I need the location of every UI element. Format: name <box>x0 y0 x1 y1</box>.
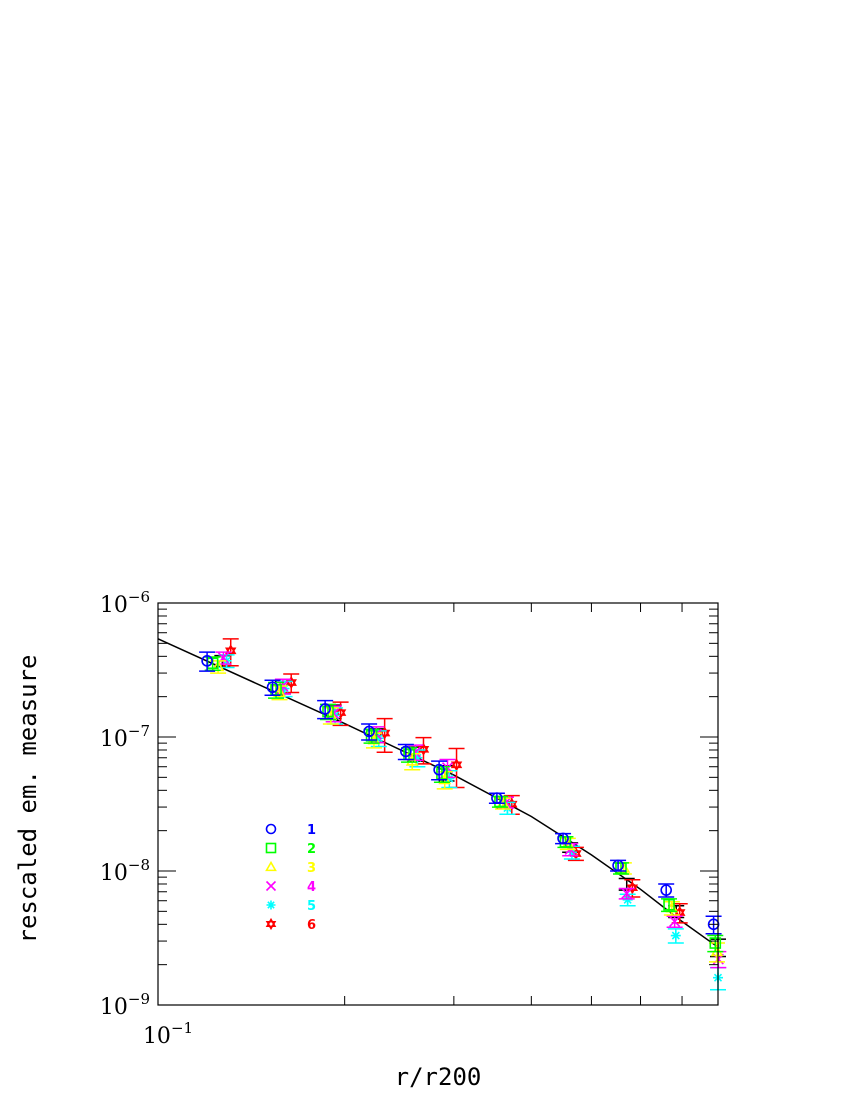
series-5 <box>218 654 726 991</box>
data-point <box>431 760 448 781</box>
y-tick-label: 10−7 <box>100 722 150 752</box>
circle-marker <box>363 725 375 738</box>
data-point <box>658 883 675 898</box>
circle-marker <box>400 745 412 758</box>
data-point <box>491 795 508 808</box>
legend-item-3: 3 <box>265 860 316 876</box>
triangle-marker <box>265 860 277 872</box>
data-point <box>199 651 216 672</box>
model-fit-layer <box>157 638 726 958</box>
legend-item-5: 5 <box>266 899 316 914</box>
legend-label: 6 <box>307 918 316 933</box>
star-marker <box>265 920 277 931</box>
plot-frame <box>157 602 719 1006</box>
legend-item-2: 2 <box>265 842 316 857</box>
star-marker <box>673 909 686 920</box>
star-marker <box>334 709 347 720</box>
square-marker <box>265 842 277 854</box>
legend-label: 1 <box>307 823 316 838</box>
square-marker <box>494 795 506 808</box>
y-tick-label: 10−6 <box>100 588 150 618</box>
axis-tick-labels: 10−6 10−7 10−8 10−910−1 <box>100 588 193 1049</box>
legend-label: 3 <box>307 861 316 876</box>
data-series-layer <box>199 638 727 991</box>
y-axis-label: rescaled em. measure <box>14 655 42 944</box>
data-point <box>612 862 629 875</box>
circle-marker <box>319 703 331 715</box>
legend-label: 4 <box>307 880 316 895</box>
data-point <box>317 699 334 720</box>
data-point <box>619 893 636 907</box>
data-point <box>264 679 281 696</box>
square-marker <box>615 862 627 874</box>
star-marker <box>378 726 391 737</box>
asterisk-marker <box>670 930 681 941</box>
legend-item-1: 1 <box>265 823 316 838</box>
y-tick-label: 10−8 <box>100 856 150 886</box>
circle-marker <box>433 763 445 776</box>
data-point <box>667 928 684 944</box>
axis-ticks <box>157 602 719 1006</box>
y-tick-label: 10−9 <box>100 990 150 1020</box>
model-fit-line <box>157 638 719 948</box>
data-point <box>708 942 725 963</box>
data-point <box>555 832 572 845</box>
asterisk-marker <box>412 752 423 763</box>
asterisk-marker <box>373 733 384 744</box>
circle-marker <box>265 823 277 835</box>
star-marker <box>450 758 463 769</box>
triangle-marker <box>273 685 286 698</box>
data-point <box>661 898 678 913</box>
series-3 <box>210 660 725 963</box>
square-marker <box>322 705 334 718</box>
square-marker <box>663 898 675 911</box>
x-tick-label: 10−1 <box>143 1019 193 1049</box>
star-marker <box>334 706 347 716</box>
asterisk-marker <box>444 773 455 784</box>
data-point <box>610 859 627 872</box>
legend-item-6: 6 <box>265 917 316 933</box>
data-point <box>488 792 505 805</box>
legend-label: 2 <box>307 842 316 857</box>
legend-label: 5 <box>307 899 316 914</box>
circle-marker <box>660 884 672 896</box>
data-point <box>707 934 724 953</box>
x-marker <box>265 880 277 892</box>
x-marker <box>621 887 633 900</box>
star-marker <box>265 917 277 928</box>
legend: 1 2 3 4 5 6 <box>265 823 316 933</box>
star-marker <box>285 679 297 690</box>
x-axis-label: r/r200 <box>395 1063 482 1091</box>
data-point <box>705 915 722 935</box>
star-marker <box>450 761 463 772</box>
series-1 <box>199 651 722 935</box>
star-marker <box>224 644 237 655</box>
legend-item-4: 4 <box>265 880 316 895</box>
asterisk-marker <box>566 847 577 858</box>
asterisk-marker <box>266 900 276 910</box>
square-marker <box>709 937 722 949</box>
circle-marker <box>491 792 503 804</box>
circle-marker <box>557 832 569 845</box>
series-2 <box>204 656 724 953</box>
data-point <box>618 887 635 900</box>
circle-marker <box>612 859 624 872</box>
star-marker <box>417 742 430 753</box>
asterisk-marker <box>622 894 633 905</box>
star-marker <box>626 881 639 892</box>
data-point <box>361 723 378 741</box>
data-point <box>271 685 288 701</box>
circle-marker <box>266 681 279 694</box>
data-point <box>397 743 414 761</box>
data-point <box>666 915 683 929</box>
x-marker <box>669 915 681 928</box>
circle-marker <box>201 655 213 667</box>
